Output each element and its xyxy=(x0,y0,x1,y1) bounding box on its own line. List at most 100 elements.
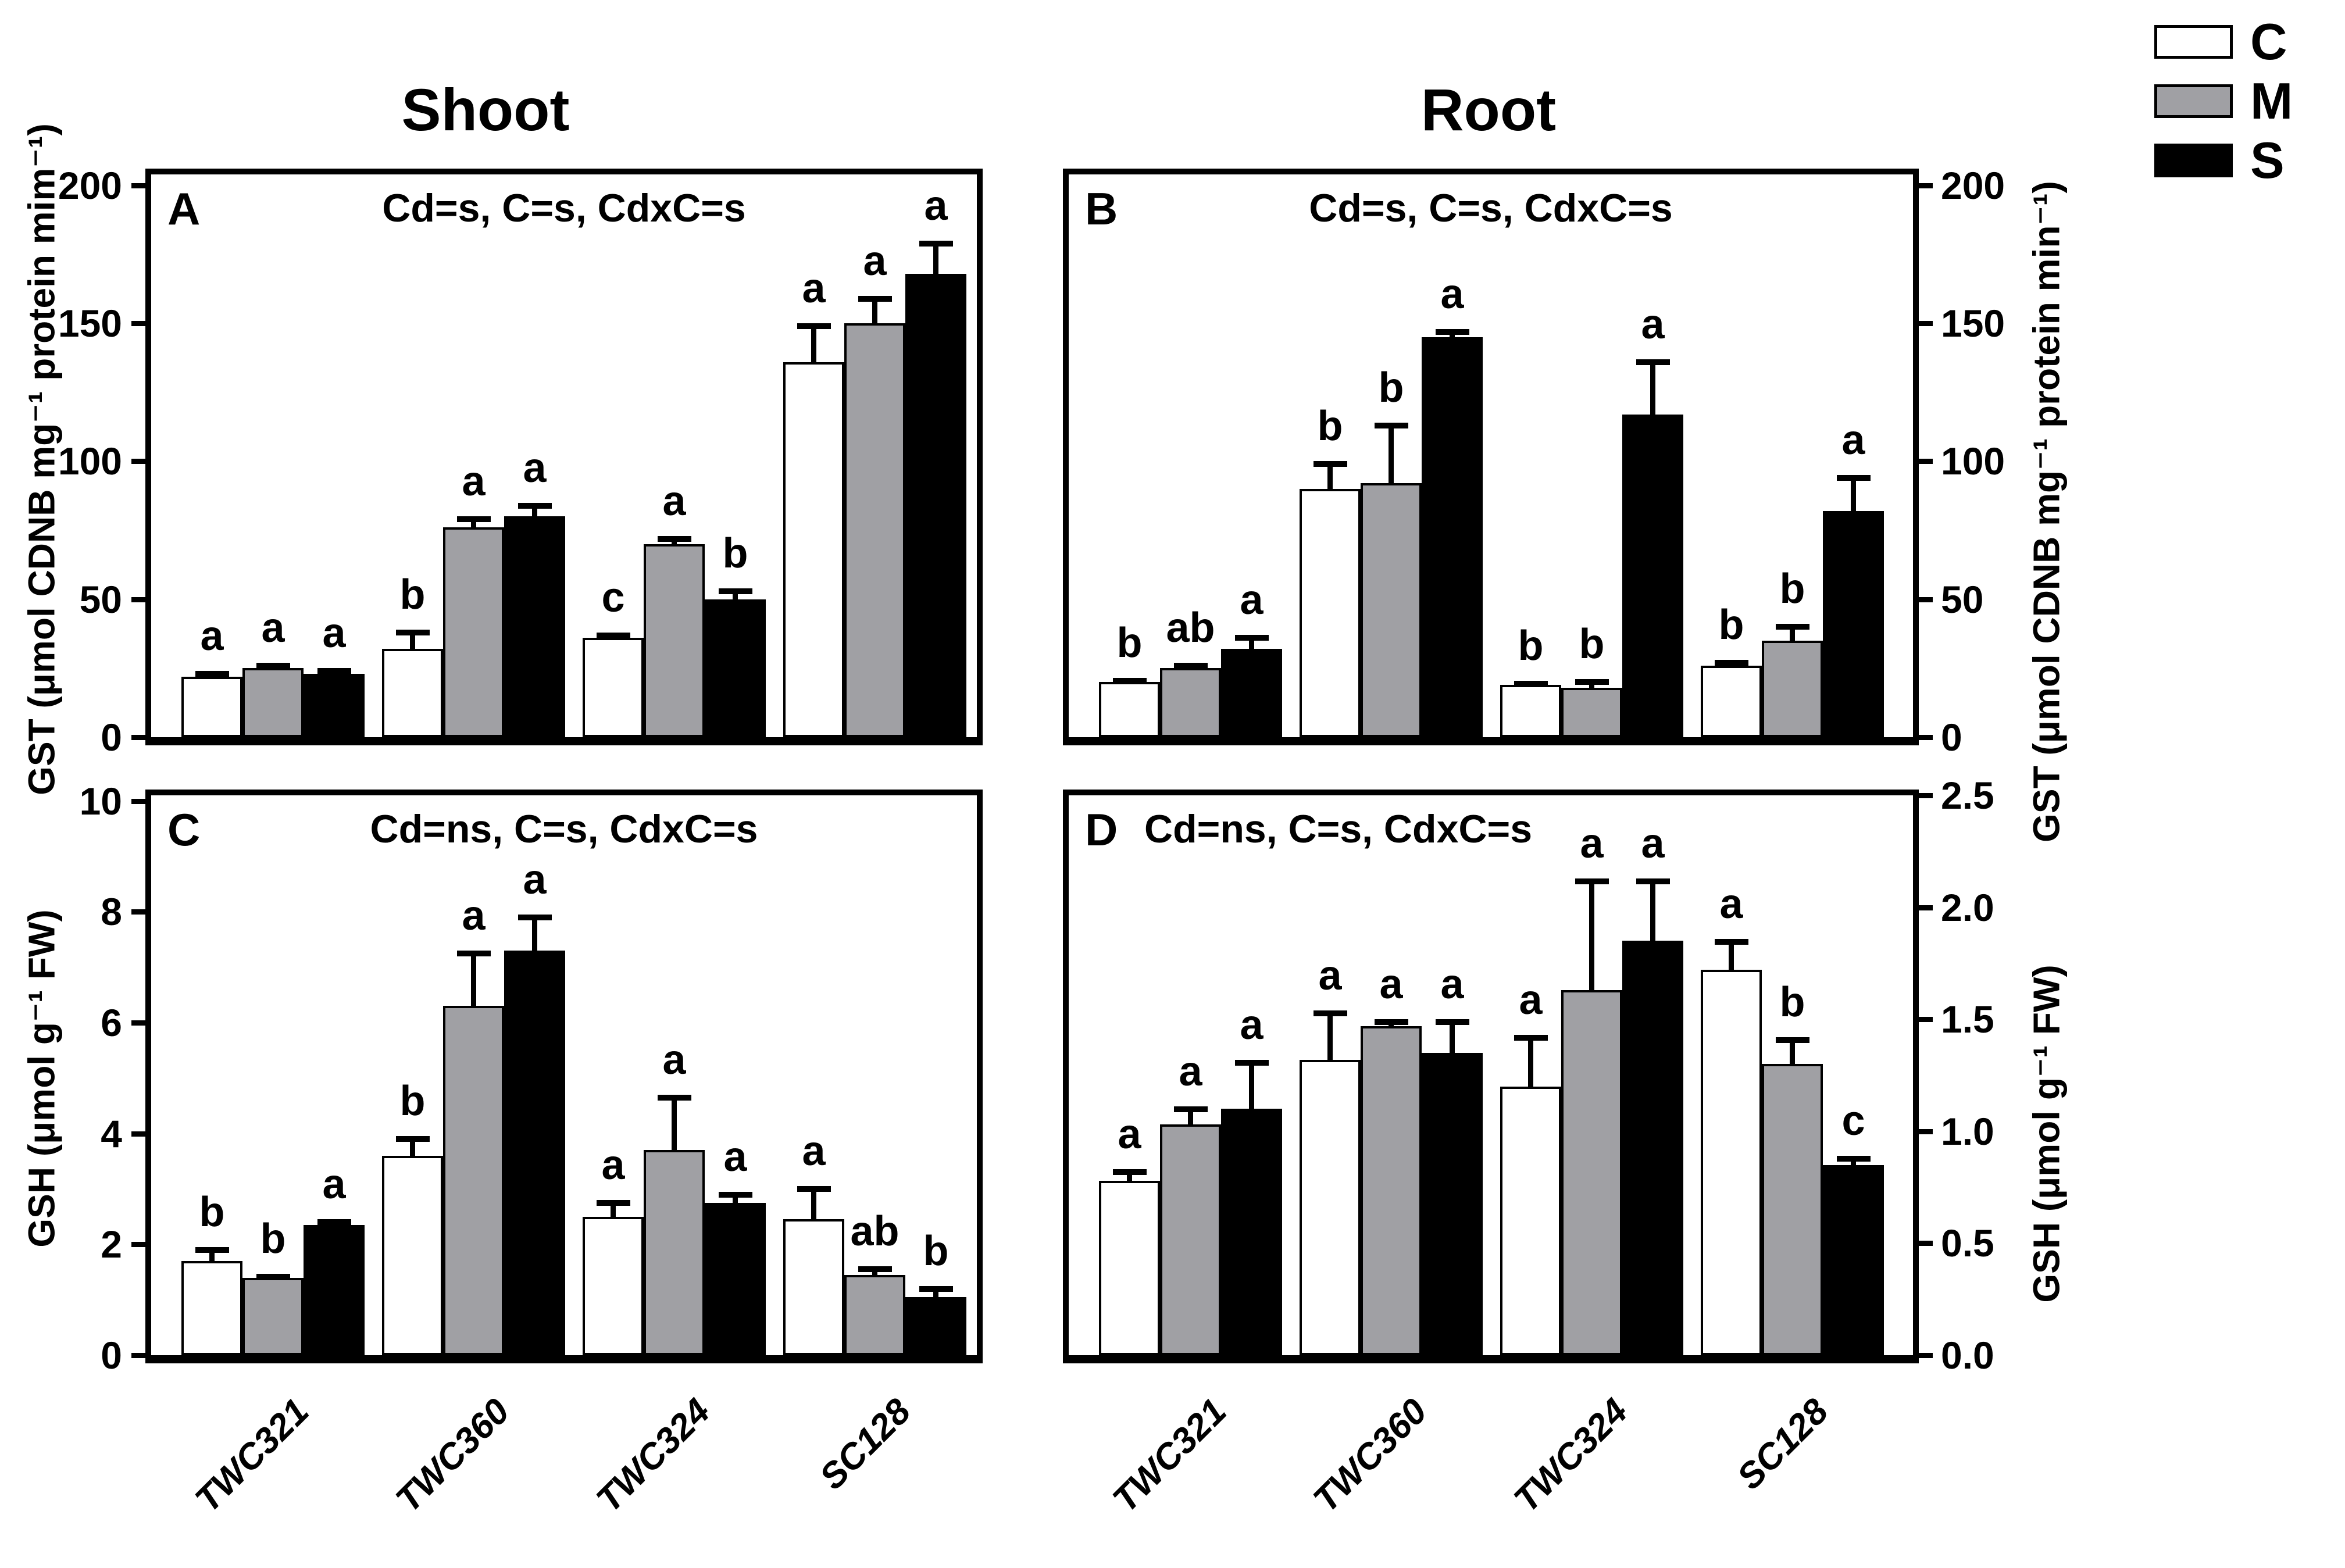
y-tick-B-150 xyxy=(1919,321,1933,326)
y-tick-B-100 xyxy=(1919,459,1933,464)
x-tick-label-C-TWC360: TWC360 xyxy=(388,1391,517,1520)
significance-letter-B-TWC321-S: a xyxy=(1240,577,1263,623)
error-cap-B-TWC321-S xyxy=(1234,635,1269,641)
significance-letter-A-TWC324-M: a xyxy=(662,478,686,524)
bar-A-TWC324-S xyxy=(705,599,766,737)
bar-A-TWC321-M xyxy=(242,668,304,737)
bar-B-TWC324-S xyxy=(1622,415,1683,737)
y-tick-C-10 xyxy=(131,799,145,804)
legend-item-s: S xyxy=(2154,135,2293,186)
y-tick-B-50 xyxy=(1919,597,1933,602)
significance-letter-C-SC128-M: ab xyxy=(850,1208,900,1255)
y-tick-A-100 xyxy=(131,459,145,464)
bar-A-TWC321-S xyxy=(304,674,365,737)
error-cap-B-SC128-S xyxy=(1836,475,1871,481)
error-cap-A-TWC321-C xyxy=(195,671,229,677)
y-tick-label-C-2: 2 xyxy=(101,1223,122,1266)
error-cap-C-TWC321-C xyxy=(195,1247,229,1253)
bar-D-TWC360-S xyxy=(1422,1053,1483,1355)
significance-letter-A-SC128-C: a xyxy=(802,265,826,312)
error-bar-D-TWC360-C xyxy=(1327,1010,1333,1060)
error-cap-B-SC128-M xyxy=(1775,624,1809,630)
error-cap-A-TWC360-S xyxy=(517,503,552,509)
error-cap-D-TWC321-M xyxy=(1173,1106,1208,1112)
error-bar-C-TWC360-M xyxy=(471,951,476,1006)
bar-A-SC128-S xyxy=(905,274,966,737)
error-bar-B-TWC324-S xyxy=(1650,359,1655,415)
bar-B-TWC360-C xyxy=(1300,489,1361,737)
error-cap-C-TWC324-S xyxy=(718,1192,752,1198)
y-tick-label-B-100: 100 xyxy=(1941,440,2005,483)
error-cap-B-TWC321-M xyxy=(1173,663,1208,669)
error-bar-D-TWC321-S xyxy=(1249,1060,1254,1109)
panel-c-y-axis-title: GSH (μmol g⁻¹ FW) xyxy=(20,909,63,1248)
error-cap-B-TWC324-M xyxy=(1575,679,1609,685)
significance-letter-D-TWC360-S: a xyxy=(1440,961,1464,1008)
y-tick-D-1 xyxy=(1919,1129,1933,1134)
bar-C-TWC360-M xyxy=(443,1006,504,1355)
x-tick-label-C-TWC321: TWC321 xyxy=(187,1391,317,1520)
significance-letter-A-TWC360-C: b xyxy=(399,572,426,618)
error-bar-D-SC128-M xyxy=(1790,1037,1795,1064)
significance-letter-C-TWC360-S: a xyxy=(523,856,547,903)
legend-label-s: S xyxy=(2250,131,2285,189)
error-cap-A-TWC360-C xyxy=(395,630,430,635)
error-cap-A-TWC324-C xyxy=(596,633,630,638)
significance-letter-B-SC128-C: b xyxy=(1718,602,1744,648)
x-tick-label-D-SC128: SC128 xyxy=(1729,1391,1836,1498)
error-cap-D-SC128-M xyxy=(1775,1037,1809,1043)
y-tick-label-D-0: 0.0 xyxy=(1941,1334,1994,1377)
error-bar-A-SC128-M xyxy=(872,296,877,323)
legend-label-m: M xyxy=(2250,72,2293,130)
significance-letter-D-TWC324-M: a xyxy=(1580,820,1604,867)
bar-B-SC128-S xyxy=(1823,511,1884,737)
stats-annotation-C: Cd=ns, C=s, CdxC=s xyxy=(370,807,758,851)
significance-letter-C-TWC360-M: a xyxy=(462,892,486,939)
error-cap-D-TWC321-S xyxy=(1234,1060,1269,1066)
legend: C M S xyxy=(2154,16,2293,186)
error-cap-B-TWC360-S xyxy=(1435,329,1469,335)
error-bar-D-TWC321-C xyxy=(1127,1169,1132,1181)
y-tick-D-1.5 xyxy=(1919,1017,1933,1022)
bar-D-TWC321-M xyxy=(1160,1124,1221,1355)
error-bar-B-TWC360-M xyxy=(1389,423,1394,483)
y-tick-label-B-50: 50 xyxy=(1941,578,1984,621)
significance-letter-A-SC128-M: a xyxy=(863,238,887,284)
error-cap-B-SC128-C xyxy=(1714,660,1748,666)
x-tick-label-C-SC128: SC128 xyxy=(812,1391,919,1498)
significance-letter-B-TWC324-C: b xyxy=(1518,623,1544,669)
legend-label-c: C xyxy=(2250,13,2287,70)
error-bar-C-TWC324-M xyxy=(672,1095,677,1150)
panel-B-frame: B Cd=s, C=s, CdxC=s 0 50 100 150 200 b b b b ab b b b a… xyxy=(1063,165,2005,758)
bar-C-TWC324-M xyxy=(644,1150,705,1355)
significance-letter-C-SC128-C: a xyxy=(802,1128,826,1174)
bar-C-SC128-C xyxy=(783,1219,844,1355)
y-tick-label-B-0: 0 xyxy=(1941,716,1962,759)
error-bar-B-TWC321-S xyxy=(1249,635,1254,649)
column-title-shoot: Shoot xyxy=(401,77,570,143)
bar-D-TWC360-C xyxy=(1300,1060,1361,1355)
panel-label-D: D xyxy=(1085,804,1118,855)
y-tick-C-8 xyxy=(131,909,145,915)
significance-letter-A-SC128-S: a xyxy=(924,183,948,229)
error-bar-C-SC128-C xyxy=(811,1186,816,1219)
legend-swatch-m xyxy=(2154,84,2233,118)
significance-letter-B-SC128-S: a xyxy=(1841,417,1865,463)
significance-letter-B-TWC360-M: b xyxy=(1378,365,1404,411)
bar-C-SC128-S xyxy=(905,1297,966,1355)
stats-annotation-B: Cd=s, C=s, CdxC=s xyxy=(1309,186,1673,230)
error-bar-C-TWC360-S xyxy=(532,915,537,951)
error-cap-A-TWC324-M xyxy=(657,536,691,542)
stats-annotation-D: Cd=ns, C=s, CdxC=s xyxy=(1144,807,1533,851)
significance-letter-D-TWC360-C: a xyxy=(1318,952,1342,999)
y-tick-label-D-0.5: 0.5 xyxy=(1941,1221,1994,1265)
error-cap-D-SC128-S xyxy=(1836,1156,1871,1162)
error-cap-B-TWC360-C xyxy=(1313,461,1347,467)
significance-letter-B-TWC324-M: b xyxy=(1579,621,1605,667)
bar-A-TWC360-M xyxy=(443,527,504,737)
error-cap-D-SC128-C xyxy=(1714,939,1748,945)
significance-letter-A-TWC321-S: a xyxy=(322,610,346,656)
y-tick-A-50 xyxy=(131,597,145,602)
panel-label-A: A xyxy=(167,183,201,234)
bar-C-TWC321-C xyxy=(181,1261,242,1355)
